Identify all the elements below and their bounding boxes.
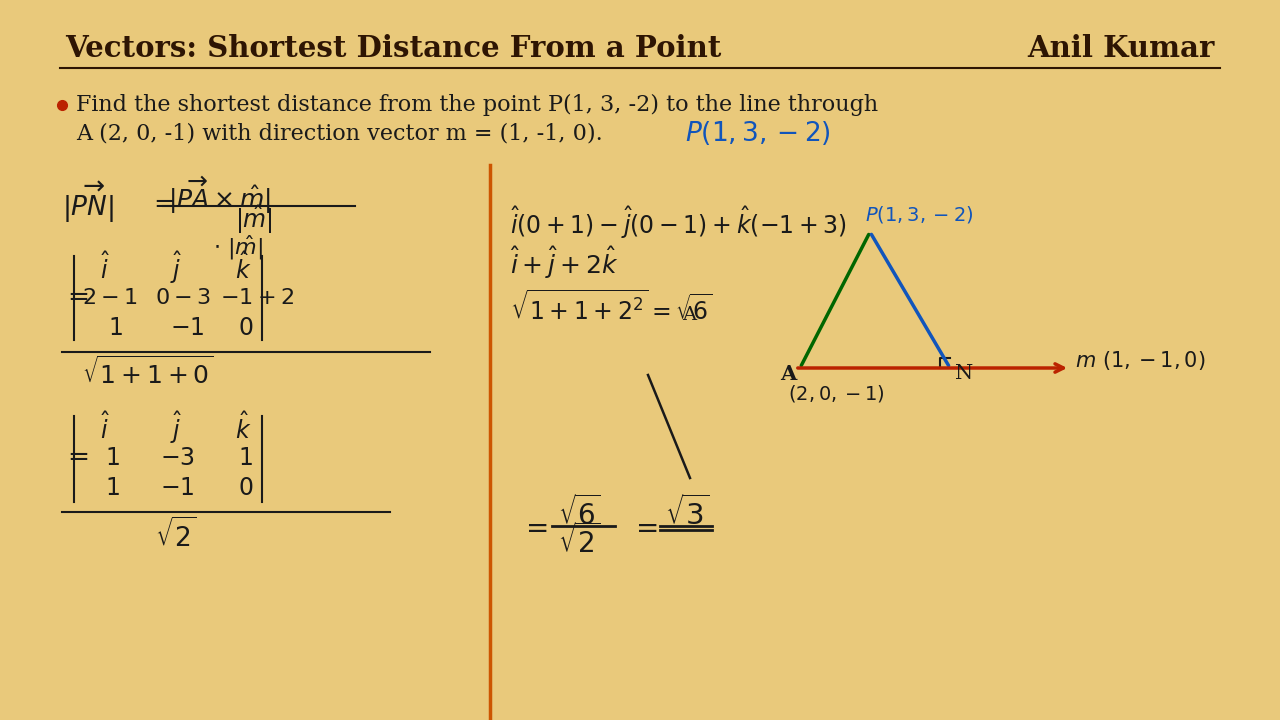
Text: Vectors: Shortest Distance From a Point: Vectors: Shortest Distance From a Point — [65, 34, 722, 63]
Text: $\hat{k}$: $\hat{k}$ — [236, 413, 251, 444]
Text: $\hat{k}$: $\hat{k}$ — [236, 252, 251, 284]
Text: $1$: $1$ — [105, 477, 120, 500]
Text: $2-1$: $2-1$ — [82, 287, 137, 309]
Text: $0-3$: $0-3$ — [155, 287, 211, 309]
Text: $\sqrt{1+1+0}$: $\sqrt{1+1+0}$ — [82, 356, 214, 390]
Text: $-1$: $-1$ — [170, 317, 205, 340]
Text: $\cdot \ |\hat{m}|$: $\cdot \ |\hat{m}|$ — [212, 233, 264, 262]
Text: $=$: $=$ — [61, 282, 88, 307]
Text: $\sqrt{3}$: $\sqrt{3}$ — [666, 495, 709, 531]
Text: A: A — [682, 306, 696, 324]
Text: $=$: $=$ — [61, 443, 88, 467]
Text: $\hat{i}(0+1) - \hat{j}(0-1) + \hat{k}(-1+3)$: $\hat{i}(0+1) - \hat{j}(0-1) + \hat{k}(-… — [509, 204, 847, 241]
Text: $P(1,3,-2)$: $P(1,3,-2)$ — [865, 204, 974, 225]
Text: $(2,0,-1)$: $(2,0,-1)$ — [788, 382, 884, 403]
Text: $0$: $0$ — [238, 477, 253, 500]
Text: $\hat{j}$: $\hat{j}$ — [170, 410, 183, 446]
Text: $|\overrightarrow{PA} \times \hat{m}|$: $|\overrightarrow{PA} \times \hat{m}|$ — [168, 174, 271, 216]
Text: $-3$: $-3$ — [160, 446, 195, 469]
Text: A (2, 0, -1) with direction vector m = (1, -1, 0).: A (2, 0, -1) with direction vector m = (… — [76, 122, 603, 144]
Text: $\hat{i}$: $\hat{i}$ — [100, 252, 110, 284]
Text: $\sqrt{2}$: $\sqrt{2}$ — [155, 518, 197, 552]
Text: $=$: $=$ — [148, 189, 174, 215]
Text: Find the shortest distance from the point P(1, 3, -2) to the line through: Find the shortest distance from the poin… — [76, 94, 878, 116]
Text: $\hat{i}$: $\hat{i}$ — [100, 413, 110, 444]
Text: $=$: $=$ — [630, 515, 658, 541]
Text: $\sqrt{6}$: $\sqrt{6}$ — [558, 495, 602, 531]
Text: $-1+2$: $-1+2$ — [220, 287, 294, 309]
Text: $-1$: $-1$ — [160, 477, 195, 500]
Text: $m\ (1,-1,0)$: $m\ (1,-1,0)$ — [1075, 348, 1206, 372]
Text: $1$: $1$ — [105, 446, 120, 469]
Text: N: N — [955, 364, 973, 382]
Text: $=$: $=$ — [520, 515, 548, 541]
Text: A: A — [780, 364, 796, 384]
Text: $\sqrt{2}$: $\sqrt{2}$ — [558, 523, 602, 559]
Text: $1$: $1$ — [238, 446, 252, 469]
Text: $\hat{j}$: $\hat{j}$ — [170, 250, 183, 287]
Text: $\sqrt{1+1+2^2} = \sqrt{6}$: $\sqrt{1+1+2^2} = \sqrt{6}$ — [509, 290, 712, 325]
Text: $|\overrightarrow{PN}|$: $|\overrightarrow{PN}|$ — [61, 179, 114, 225]
Text: Anil Kumar: Anil Kumar — [1028, 34, 1215, 63]
Text: $0$: $0$ — [238, 317, 253, 340]
Text: $\hat{i} + \hat{j} + 2\hat{k}$: $\hat{i} + \hat{j} + 2\hat{k}$ — [509, 245, 618, 282]
Text: $1$: $1$ — [108, 317, 123, 340]
Text: $P(1, 3, -2)$: $P(1, 3, -2)$ — [685, 119, 831, 147]
Text: $|\hat{m}|$: $|\hat{m}|$ — [236, 204, 273, 236]
